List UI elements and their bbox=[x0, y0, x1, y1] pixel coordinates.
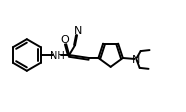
Text: N: N bbox=[74, 26, 82, 36]
Text: O: O bbox=[61, 34, 70, 44]
Text: NH: NH bbox=[50, 50, 65, 60]
Text: N: N bbox=[132, 54, 140, 64]
